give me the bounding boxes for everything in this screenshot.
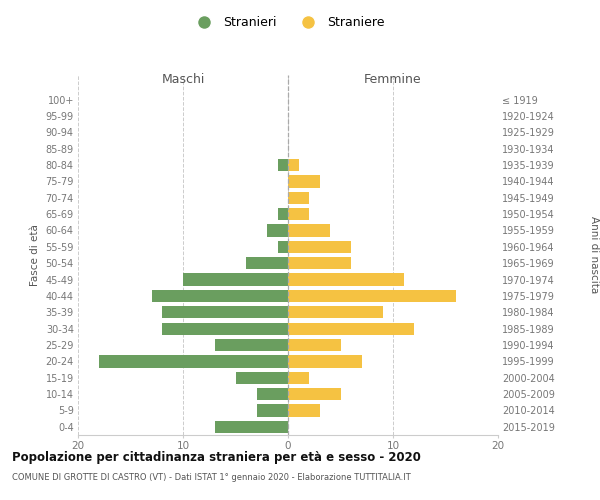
- Bar: [257, 388, 288, 400]
- Bar: [288, 306, 383, 318]
- Bar: [288, 404, 320, 416]
- Bar: [288, 224, 330, 236]
- Bar: [288, 355, 361, 368]
- Bar: [215, 339, 288, 351]
- Bar: [215, 420, 288, 433]
- Bar: [288, 339, 341, 351]
- Y-axis label: Fasce di età: Fasce di età: [30, 224, 40, 286]
- Bar: [246, 257, 288, 270]
- Bar: [288, 240, 351, 253]
- Bar: [288, 192, 309, 204]
- Text: Popolazione per cittadinanza straniera per età e sesso - 2020: Popolazione per cittadinanza straniera p…: [12, 451, 421, 464]
- Text: Femmine: Femmine: [364, 74, 422, 86]
- Bar: [288, 175, 320, 188]
- Bar: [99, 355, 288, 368]
- Bar: [288, 257, 351, 270]
- Bar: [183, 274, 288, 285]
- Bar: [288, 208, 309, 220]
- Bar: [288, 274, 404, 285]
- Bar: [162, 306, 288, 318]
- Bar: [151, 290, 288, 302]
- Text: COMUNE DI GROTTE DI CASTRO (VT) - Dati ISTAT 1° gennaio 2020 - Elaborazione TUTT: COMUNE DI GROTTE DI CASTRO (VT) - Dati I…: [12, 473, 411, 482]
- Bar: [257, 404, 288, 416]
- Bar: [277, 208, 288, 220]
- Bar: [288, 290, 456, 302]
- Bar: [277, 240, 288, 253]
- Bar: [235, 372, 288, 384]
- Text: Maschi: Maschi: [161, 74, 205, 86]
- Bar: [288, 322, 414, 335]
- Bar: [288, 388, 341, 400]
- Bar: [277, 159, 288, 171]
- Bar: [267, 224, 288, 236]
- Legend: Stranieri, Straniere: Stranieri, Straniere: [187, 11, 389, 34]
- Bar: [288, 159, 299, 171]
- Bar: [288, 372, 309, 384]
- Bar: [162, 322, 288, 335]
- Text: Anni di nascita: Anni di nascita: [589, 216, 599, 294]
